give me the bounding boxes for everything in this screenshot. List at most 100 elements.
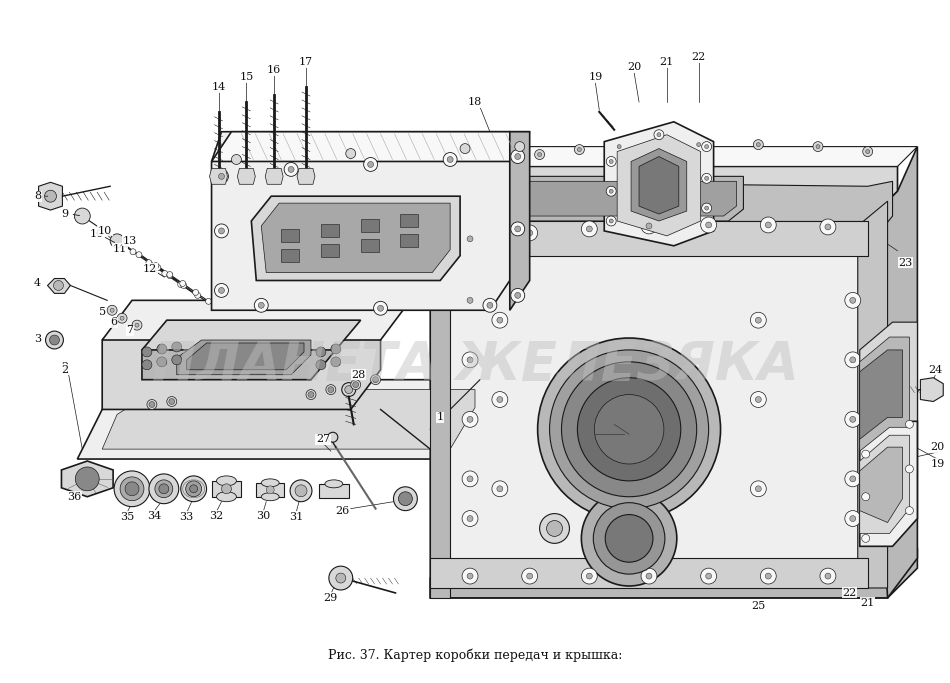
Polygon shape xyxy=(860,421,918,546)
Circle shape xyxy=(157,344,167,354)
Text: 28: 28 xyxy=(352,370,366,380)
Circle shape xyxy=(606,156,617,167)
Circle shape xyxy=(467,357,473,363)
Circle shape xyxy=(753,139,763,150)
Circle shape xyxy=(654,130,664,139)
Circle shape xyxy=(756,143,760,147)
Circle shape xyxy=(167,273,173,279)
Circle shape xyxy=(162,270,168,277)
Circle shape xyxy=(107,305,117,316)
Text: 2: 2 xyxy=(61,362,68,372)
Circle shape xyxy=(117,239,124,245)
Polygon shape xyxy=(212,132,510,310)
Circle shape xyxy=(462,352,478,367)
Circle shape xyxy=(110,308,114,312)
Circle shape xyxy=(750,312,767,328)
Text: 19: 19 xyxy=(588,72,602,82)
Polygon shape xyxy=(921,378,943,402)
Text: 1: 1 xyxy=(437,413,444,422)
Text: 35: 35 xyxy=(120,512,134,522)
Circle shape xyxy=(526,230,533,236)
Bar xyxy=(401,214,418,227)
Circle shape xyxy=(180,283,187,288)
Polygon shape xyxy=(103,389,475,449)
Bar xyxy=(321,224,339,237)
Circle shape xyxy=(850,476,856,482)
Circle shape xyxy=(578,378,681,481)
Circle shape xyxy=(180,476,206,502)
Circle shape xyxy=(766,573,771,579)
Polygon shape xyxy=(261,203,450,273)
Circle shape xyxy=(816,145,820,149)
Circle shape xyxy=(515,154,521,160)
Circle shape xyxy=(535,150,544,160)
Circle shape xyxy=(515,226,521,232)
Circle shape xyxy=(492,481,508,497)
Circle shape xyxy=(215,283,228,297)
Circle shape xyxy=(135,323,139,327)
Circle shape xyxy=(515,141,524,152)
Text: ПЛАНЕТА ЖЕЛЕЗЯКА: ПЛАНЕТА ЖЕЛЕЗЯКА xyxy=(152,339,798,391)
Text: 18: 18 xyxy=(467,97,482,107)
Circle shape xyxy=(49,335,60,345)
Ellipse shape xyxy=(325,480,343,488)
Text: 22: 22 xyxy=(692,53,706,62)
Circle shape xyxy=(706,573,712,579)
Circle shape xyxy=(232,154,241,165)
Circle shape xyxy=(646,223,652,229)
Text: 3: 3 xyxy=(34,334,41,344)
Circle shape xyxy=(398,492,412,505)
Circle shape xyxy=(750,391,767,408)
Circle shape xyxy=(845,292,861,308)
Circle shape xyxy=(497,397,503,402)
Circle shape xyxy=(147,400,157,409)
Circle shape xyxy=(820,568,836,584)
Circle shape xyxy=(178,281,183,288)
Text: 25: 25 xyxy=(751,601,766,611)
Circle shape xyxy=(74,208,90,224)
Circle shape xyxy=(497,486,503,492)
Text: 7: 7 xyxy=(126,325,134,335)
Circle shape xyxy=(331,357,341,367)
Polygon shape xyxy=(430,221,887,598)
Circle shape xyxy=(845,471,861,487)
Circle shape xyxy=(167,397,177,406)
Polygon shape xyxy=(177,340,311,375)
Circle shape xyxy=(515,292,521,298)
Circle shape xyxy=(255,298,268,312)
Circle shape xyxy=(492,312,508,328)
Circle shape xyxy=(538,152,541,156)
Circle shape xyxy=(195,292,200,298)
Circle shape xyxy=(218,288,224,294)
Bar xyxy=(321,244,339,257)
Text: 31: 31 xyxy=(289,512,303,522)
Circle shape xyxy=(120,477,144,501)
Polygon shape xyxy=(504,176,744,221)
Circle shape xyxy=(288,167,294,172)
Circle shape xyxy=(657,133,661,137)
Circle shape xyxy=(467,516,473,522)
Circle shape xyxy=(694,139,704,150)
Circle shape xyxy=(215,224,228,238)
Circle shape xyxy=(117,313,127,323)
Circle shape xyxy=(295,485,307,497)
Circle shape xyxy=(190,485,198,492)
Circle shape xyxy=(53,281,64,290)
Polygon shape xyxy=(142,325,335,380)
Polygon shape xyxy=(430,548,918,598)
Circle shape xyxy=(760,217,776,233)
Circle shape xyxy=(575,145,584,154)
Bar xyxy=(401,234,418,247)
Polygon shape xyxy=(860,350,902,439)
Circle shape xyxy=(221,484,232,494)
Polygon shape xyxy=(518,181,736,216)
Circle shape xyxy=(132,320,142,330)
Circle shape xyxy=(609,160,613,163)
Text: 26: 26 xyxy=(335,505,350,516)
Polygon shape xyxy=(860,322,918,464)
Text: 2: 2 xyxy=(61,365,68,375)
Circle shape xyxy=(549,350,709,509)
Circle shape xyxy=(755,317,761,323)
Circle shape xyxy=(605,514,653,562)
Polygon shape xyxy=(858,201,887,588)
